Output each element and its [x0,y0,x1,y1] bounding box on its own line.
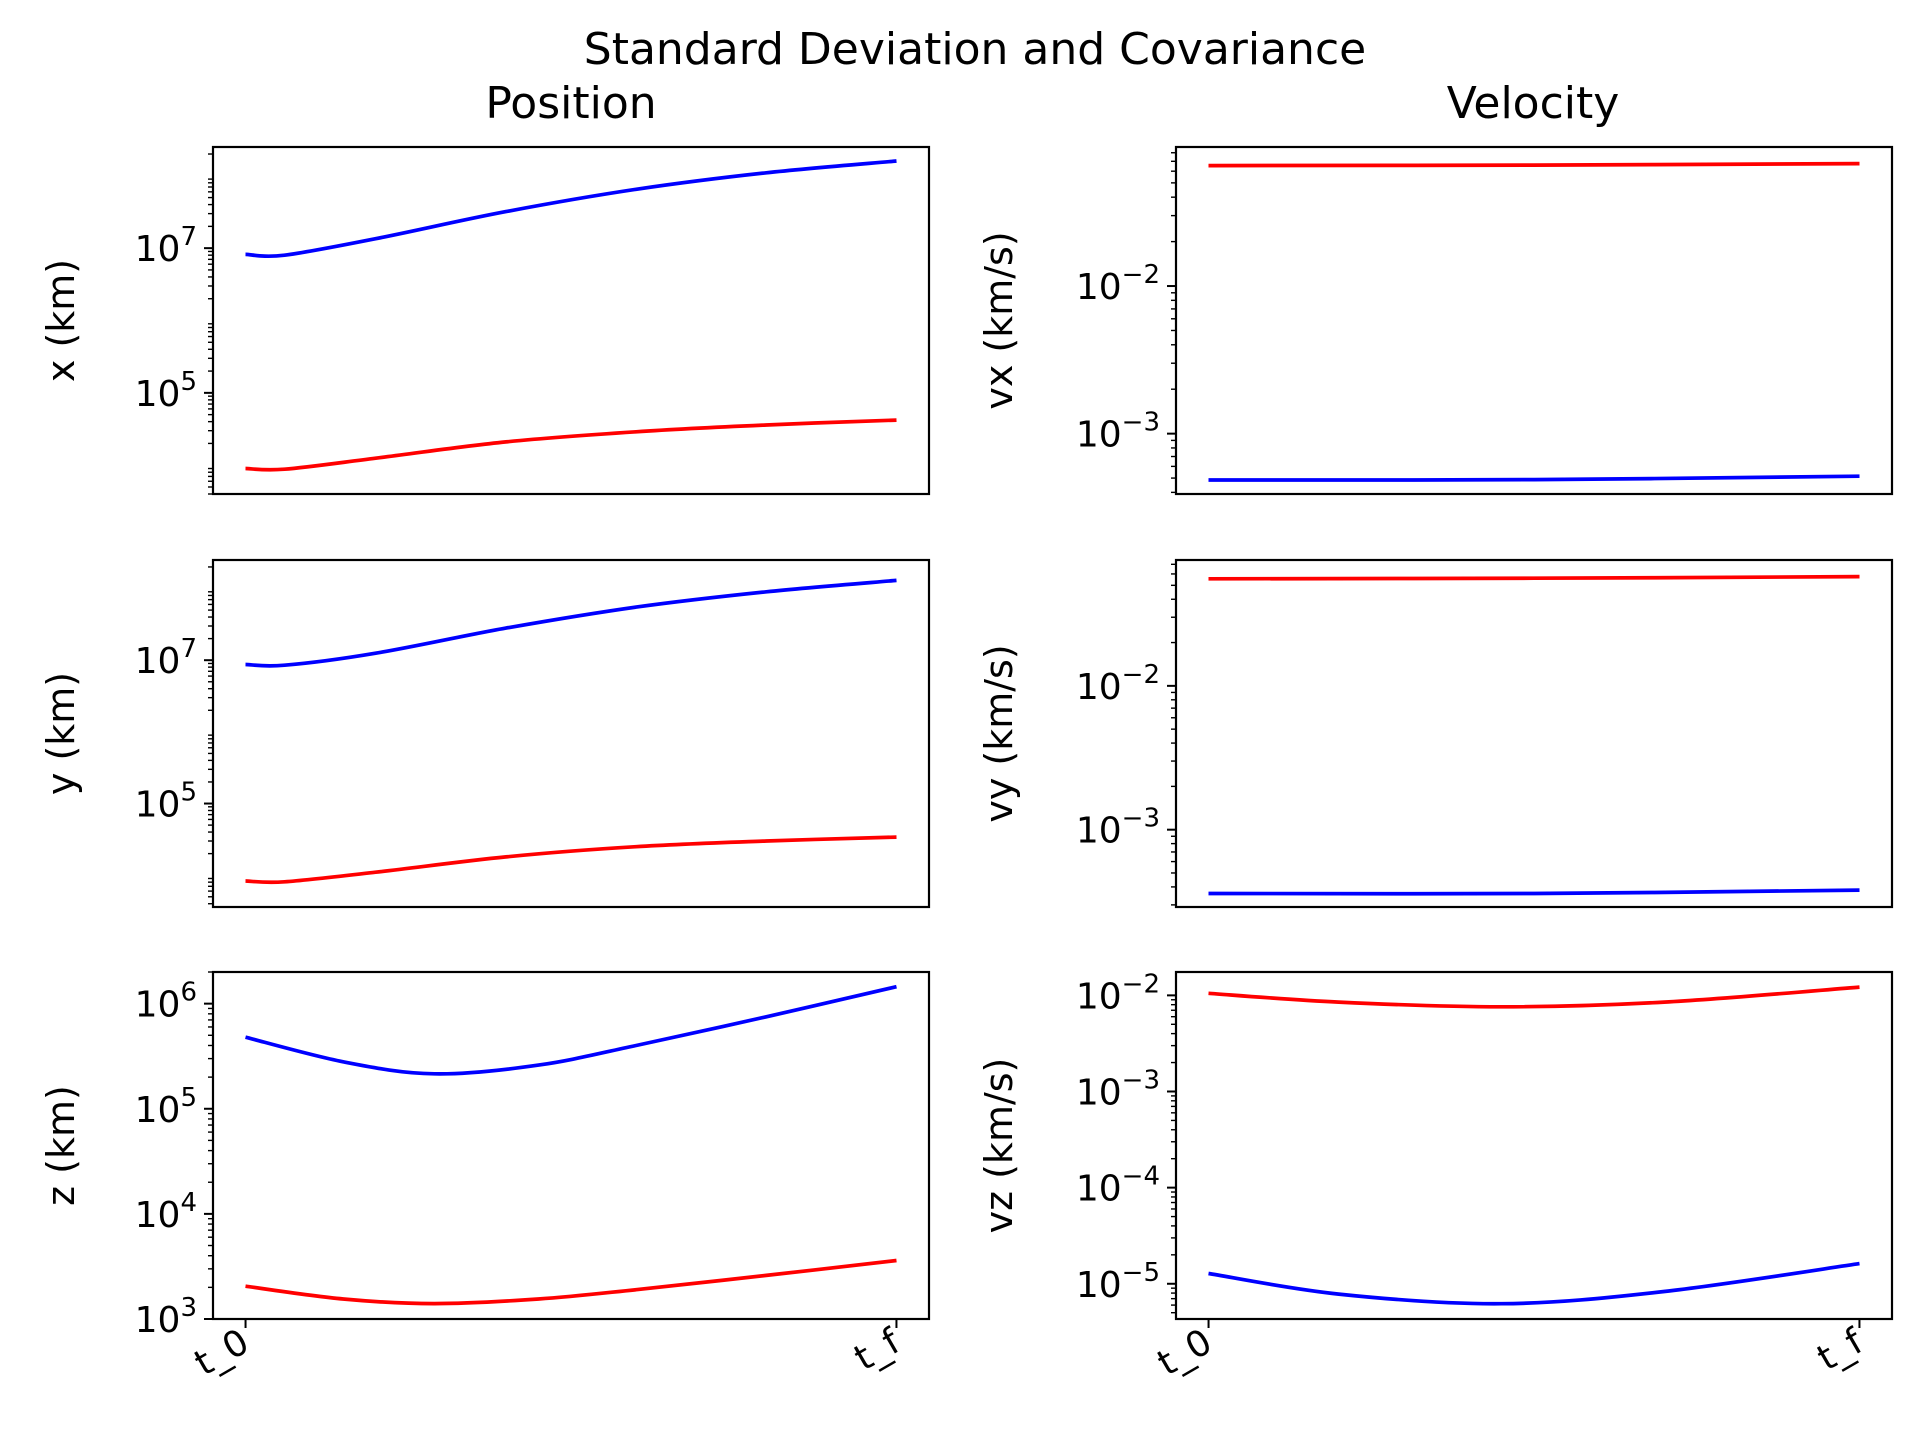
axes-frame [1174,558,1894,909]
y-axis-label: vz (km/s) [977,1058,1021,1234]
y-tick-base: 10 [135,229,181,270]
y-tick-label: 107 [135,634,197,682]
red-series-line [1208,161,1860,168]
y-tick-exponent: −2 [1122,969,1160,999]
blue-series-line [1208,888,1860,896]
y-axis-label: x (km) [39,259,83,382]
y-tick-base: 10 [135,1090,181,1131]
y-tick-label: 10−4 [1076,1162,1160,1210]
x-tick-label: t_0 [1151,1321,1219,1384]
y-tick-label: 107 [135,222,197,270]
y-tick-label: 10−3 [1076,804,1160,852]
y-tick-base: 10 [1076,976,1122,1017]
y-axis-label: vx (km/s) [977,231,1021,409]
y-tick-base: 10 [1076,1169,1122,1210]
y-tick-label: 10−3 [1076,1065,1160,1113]
y-axis-label: z (km) [39,1085,83,1206]
y-tick-exponent: 6 [180,978,197,1008]
y-tick-exponent: −3 [1122,804,1160,834]
y-tick-label: 105 [135,1083,197,1131]
figure-title: Standard Deviation and Covariance [584,24,1366,75]
y-tick-base: 10 [1076,1072,1122,1113]
axes-frame [211,145,931,496]
axes-frame [1174,145,1894,496]
y-tick-exponent: −2 [1122,260,1160,290]
red-series-line [1208,574,1860,581]
y-tick-base: 10 [135,785,181,826]
y-tick-label: 104 [135,1188,197,1236]
y-tick-label: 103 [135,1293,197,1341]
y-tick-base: 10 [135,985,181,1026]
y-tick-base: 10 [1076,1265,1122,1306]
y-tick-label: 105 [135,367,197,415]
y-tick-base: 10 [135,374,181,415]
subplot-vx-velocity: 10−310−2vx (km/s) [977,145,1894,496]
y-tick-base: 10 [135,1195,181,1236]
red-series-line [245,835,897,885]
red-series-line [245,1258,897,1306]
column-title-position: Position [485,78,656,129]
y-tick-base: 10 [135,1300,181,1341]
x-tick-label: t_f [848,1321,908,1380]
subplot-vz-velocity: 10−510−410−310−2vz (km/s)t_0 t_f [977,969,1894,1384]
y-tick-exponent: 3 [180,1293,197,1323]
red-series-line [1208,985,1860,1009]
y-tick-label: 10−2 [1076,969,1160,1017]
axes-frame [211,970,931,1321]
y-tick-exponent: −2 [1122,660,1160,690]
y-tick-base: 10 [1076,811,1122,852]
y-tick-exponent: −3 [1122,1065,1160,1095]
column-title-velocity: Velocity [1447,78,1620,129]
axes-frame [1174,970,1894,1321]
y-tick-base: 10 [1076,667,1122,708]
blue-series-line [245,159,897,259]
y-tick-exponent: 7 [180,634,197,664]
y-tick-exponent: 4 [180,1188,197,1218]
y-tick-base: 10 [135,641,181,682]
y-tick-exponent: −4 [1122,1162,1160,1192]
axes-frame [211,558,931,909]
y-tick-base: 10 [1076,267,1122,308]
y-tick-exponent: −3 [1122,408,1160,438]
y-tick-label: 10−5 [1076,1258,1160,1306]
y-tick-label: 10−2 [1076,660,1160,708]
y-tick-exponent: 5 [180,367,197,397]
y-tick-base: 10 [1076,415,1122,456]
y-tick-exponent: 5 [180,1083,197,1113]
y-axis-label: y (km) [39,672,83,795]
y-tick-exponent: 7 [180,222,197,252]
blue-series-line [245,984,897,1076]
red-series-line [245,418,897,472]
y-tick-label: 106 [135,978,197,1026]
y-tick-label: 105 [135,778,197,826]
x-tick-label: t_0 [188,1321,256,1384]
blue-series-line [1208,474,1860,482]
x-tick-label: t_f [1811,1321,1871,1380]
y-tick-label: 10−2 [1076,260,1160,308]
y-tick-exponent: 5 [180,778,197,808]
subplot-vy-velocity: 10−310−2vy (km/s) [977,558,1894,909]
blue-series-line [245,578,897,668]
blue-series-line [1208,1261,1860,1306]
y-tick-label: 10−3 [1076,408,1160,456]
y-tick-exponent: −5 [1122,1258,1160,1288]
y-axis-label: vy (km/s) [977,644,1021,822]
